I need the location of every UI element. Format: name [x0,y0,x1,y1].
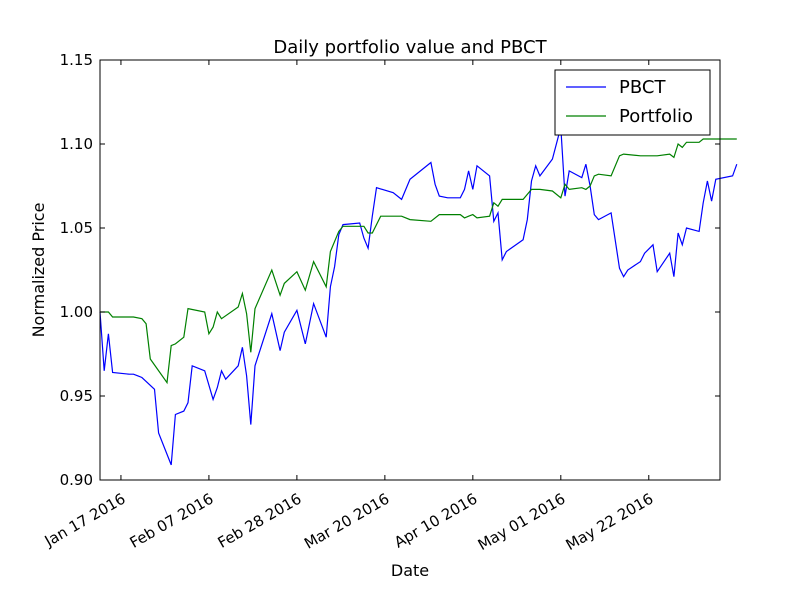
chart-title: Daily portfolio value and PBCT [273,37,547,58]
legend-label-portfolio: Portfolio [619,106,693,127]
series-line-portfolio [100,138,737,385]
y-tick-label: 0.90 [60,471,93,489]
plot-frame [99,59,721,481]
y-tick-label: 1.05 [60,219,93,237]
legend-box [554,69,711,136]
legend-label-pbct: PBCT [619,77,666,98]
series-line-pbct [99,127,738,466]
y-axis: 0.90 0.95 1.00 1.05 1.10 1.15 [60,51,720,489]
legend: PBCT Portfolio [554,69,711,136]
series-layer [99,127,738,466]
x-axis-label: Date [391,561,429,580]
y-tick-label: 1.15 [60,51,93,69]
y-tick-label: 0.95 [60,387,93,405]
y-axis-label: Normalized Price [29,203,48,338]
y-tick-label: 1.10 [60,135,93,153]
y-tick-label: 1.00 [60,303,93,321]
